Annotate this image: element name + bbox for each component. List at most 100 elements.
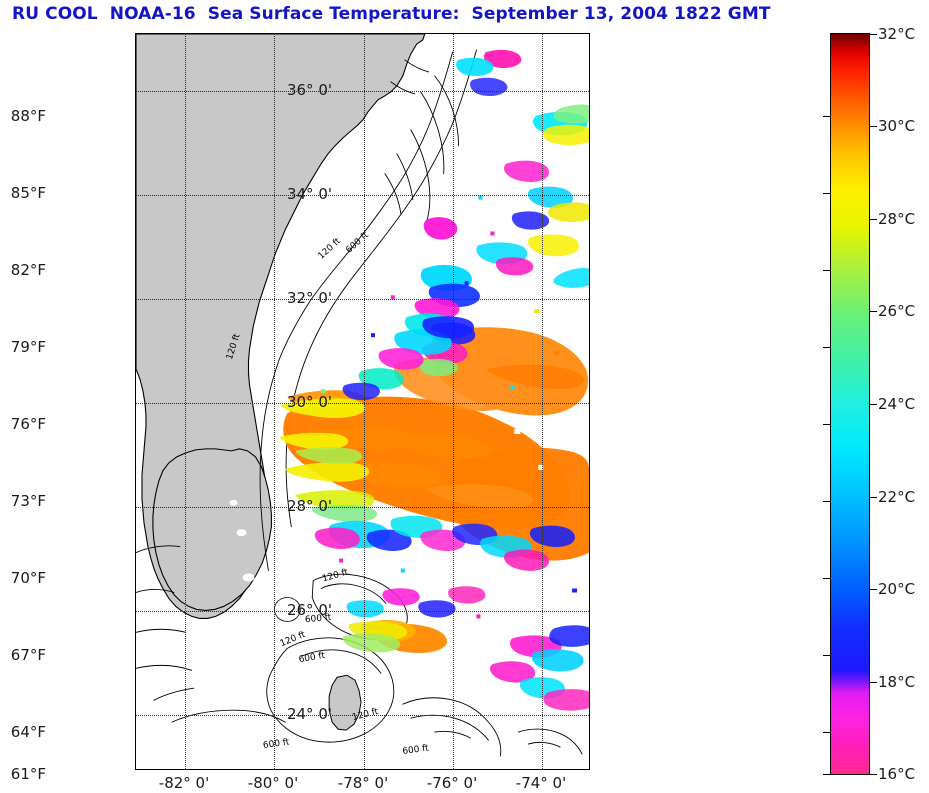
ytick-r-6 [589,611,590,612]
colorbar-label-73f: 73°F [10,492,46,510]
cb-tick-f-64 [823,732,830,733]
xtick--78 [364,769,365,770]
colorbar-label-28c: 28°C [878,210,916,228]
x-axis-label--82: -82° 0' [158,774,210,792]
xtick--82 [185,769,186,770]
xtick-t-4 [453,33,454,34]
cb-tick-c-22 [870,497,877,498]
gridline-lat-34 [136,195,589,196]
xtick--80 [274,769,275,770]
sst-colorbar[interactable] [823,33,877,775]
gridline-lat-28 [136,507,589,508]
colorbar-label-88f: 88°F [10,107,46,125]
colorbar-label-18c: 18°C [878,673,916,691]
ytick-r-5 [589,507,590,508]
ytick-r-4 [589,403,590,404]
xtick--76 [453,769,454,770]
xtick-t-2 [274,33,275,34]
page-title: RU COOL NOAA-16 Sea Surface Temperature:… [12,4,771,24]
gridline-lat-32 [136,299,589,300]
colorbar-label-70f: 70°F [10,569,46,587]
cb-tick-f-82 [823,270,830,271]
y-axis-label-28: 28° 0' [286,497,332,515]
inland-lake-small-1 [236,529,247,537]
x-axis-label--76: -76° 0' [426,774,478,792]
xtick-t-1 [185,33,186,34]
ytick-minor-7 [135,663,136,664]
ytick-r-7 [589,715,590,716]
ytick-30 [135,403,136,404]
contour-label-600ft-bank: 600 ft [305,613,333,626]
ytick-28 [135,507,136,508]
y-axis-label-26: 26° 0' [286,601,332,619]
ytick-minor-8 [135,767,136,768]
gridline-lat-36 [136,91,589,92]
ytick-26 [135,611,136,612]
colorbar-gradient [830,33,870,775]
ytick-minor-3 [135,247,136,248]
y-axis-label-36: 36° 0' [286,81,332,99]
ytick-minor-1 [135,39,136,40]
colorbar-label-24c: 24°C [878,395,916,413]
gridline-lon--78 [364,34,365,769]
landmask-andros [328,674,362,731]
sst-raster-cool-speckle [314,49,589,711]
ytick-r-1 [589,91,590,92]
y-axis-label-32: 32° 0' [286,289,332,307]
gridline-lat-26 [136,611,589,612]
ytick-minor-2 [135,143,136,144]
contour-label-600ft-gbb: 600 ft [298,651,326,666]
sst-raster-mid [279,398,408,653]
y-axis-label-34: 34° 0' [286,185,332,203]
ytick-34 [135,195,136,196]
xtick--74 [542,769,543,770]
inland-lake-small-3 [229,499,238,506]
colorbar-label-61f: 61°F [10,765,46,783]
y-axis-label-24: 24° 0' [286,705,332,723]
cb-tick-f-73 [823,501,830,502]
ytick-36 [135,91,136,92]
cb-tick-c-32 [870,34,877,35]
gridline-lon--82 [185,34,186,769]
colorbar-label-76f: 76°F [10,415,46,433]
ytick-r-2 [589,195,590,196]
colorbar-label-82f: 82°F [10,261,46,279]
colorbar-label-85f: 85°F [10,184,46,202]
gridline-lat-30 [136,403,589,404]
y-axis-label-30: 30° 0' [286,393,332,411]
ytick-r-3 [589,299,590,300]
colorbar-label-79f: 79°F [10,338,46,356]
gridline-lon--76 [453,34,454,769]
gridline-lon--80 [274,34,275,769]
cb-tick-f-61 [823,774,830,775]
cb-tick-c-18 [870,682,877,683]
cb-tick-c-16 [870,774,877,775]
cb-tick-c-26 [870,311,877,312]
landmask-florida [152,448,272,611]
colorbar-label-26c: 26°C [878,302,916,320]
colorbar-label-20c: 20°C [878,580,916,598]
xtick-t-3 [364,33,365,34]
gridline-lon--74 [542,34,543,769]
ytick-24 [135,715,136,716]
cb-tick-f-79 [823,347,830,348]
sst-map-plot[interactable]: 120 ft 600 ft 120 ft 120 ft 600 ft 120 f… [135,33,590,770]
xtick-t-5 [542,33,543,34]
cb-tick-f-67 [823,655,830,656]
cb-tick-c-28 [870,219,877,220]
colorbar-label-16c: 16°C [878,765,916,783]
ytick-32 [135,299,136,300]
colorbar-label-30c: 30°C [878,117,916,135]
gridline-lat-24 [136,715,589,716]
colorbar-label-22c: 22°C [878,488,916,506]
colorbar-label-32c: 32°C [878,25,916,43]
cb-tick-c-24 [870,404,877,405]
cb-tick-f-88 [823,116,830,117]
ytick-minor-4 [135,351,136,352]
sst-map-canvas: 120 ft 600 ft 120 ft 120 ft 600 ft 120 f… [136,34,589,769]
x-axis-label--74: -74° 0' [515,774,567,792]
colorbar-label-67f: 67°F [10,646,46,664]
cb-tick-f-76 [823,424,830,425]
inland-lake-small-2 [242,573,255,582]
cb-tick-c-20 [870,589,877,590]
